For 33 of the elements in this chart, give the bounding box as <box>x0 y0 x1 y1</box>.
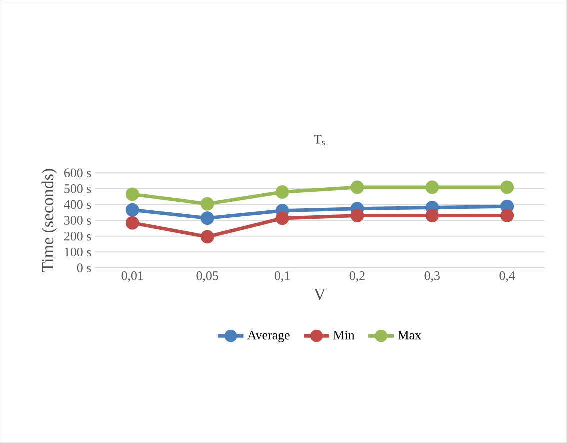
y-tick-label: 100 s <box>65 248 92 257</box>
point <box>426 180 440 194</box>
x-tick-label: 0,4 <box>500 271 516 282</box>
point <box>426 209 440 222</box>
chart-title: T$_{s}$ <box>314 135 326 146</box>
y-tick-label: 0 s <box>77 264 92 272</box>
x-tick-label: 0,3 <box>424 271 440 282</box>
point <box>500 180 514 194</box>
legend-label: Min <box>334 331 355 340</box>
point <box>200 212 214 226</box>
point <box>350 209 364 222</box>
point <box>276 212 290 226</box>
x-tick-label: 0,05 <box>196 271 218 282</box>
y-tick-label: 200 s <box>64 232 92 241</box>
legend-label: Max <box>398 331 422 340</box>
point <box>350 180 364 194</box>
y-tick-label: 500 s <box>64 184 92 194</box>
point <box>126 216 140 230</box>
y-tick-label: 600 s <box>64 168 92 178</box>
point <box>200 230 214 244</box>
x-tick-label: 0,2 <box>350 271 365 282</box>
point <box>276 185 290 199</box>
x-tick-label: 0,1 <box>274 271 290 282</box>
point <box>126 203 140 217</box>
point <box>126 188 140 202</box>
point <box>500 209 514 222</box>
y-axis-title: Time (seconds) <box>42 169 58 272</box>
point <box>200 197 214 211</box>
y-tick-label: 400 s <box>64 200 92 210</box>
y-tick-label: 300 s <box>64 216 92 225</box>
legend-label: Average <box>248 331 290 342</box>
x-tick-label: 0,01 <box>122 271 144 282</box>
x-axis-title: V <box>314 288 326 300</box>
